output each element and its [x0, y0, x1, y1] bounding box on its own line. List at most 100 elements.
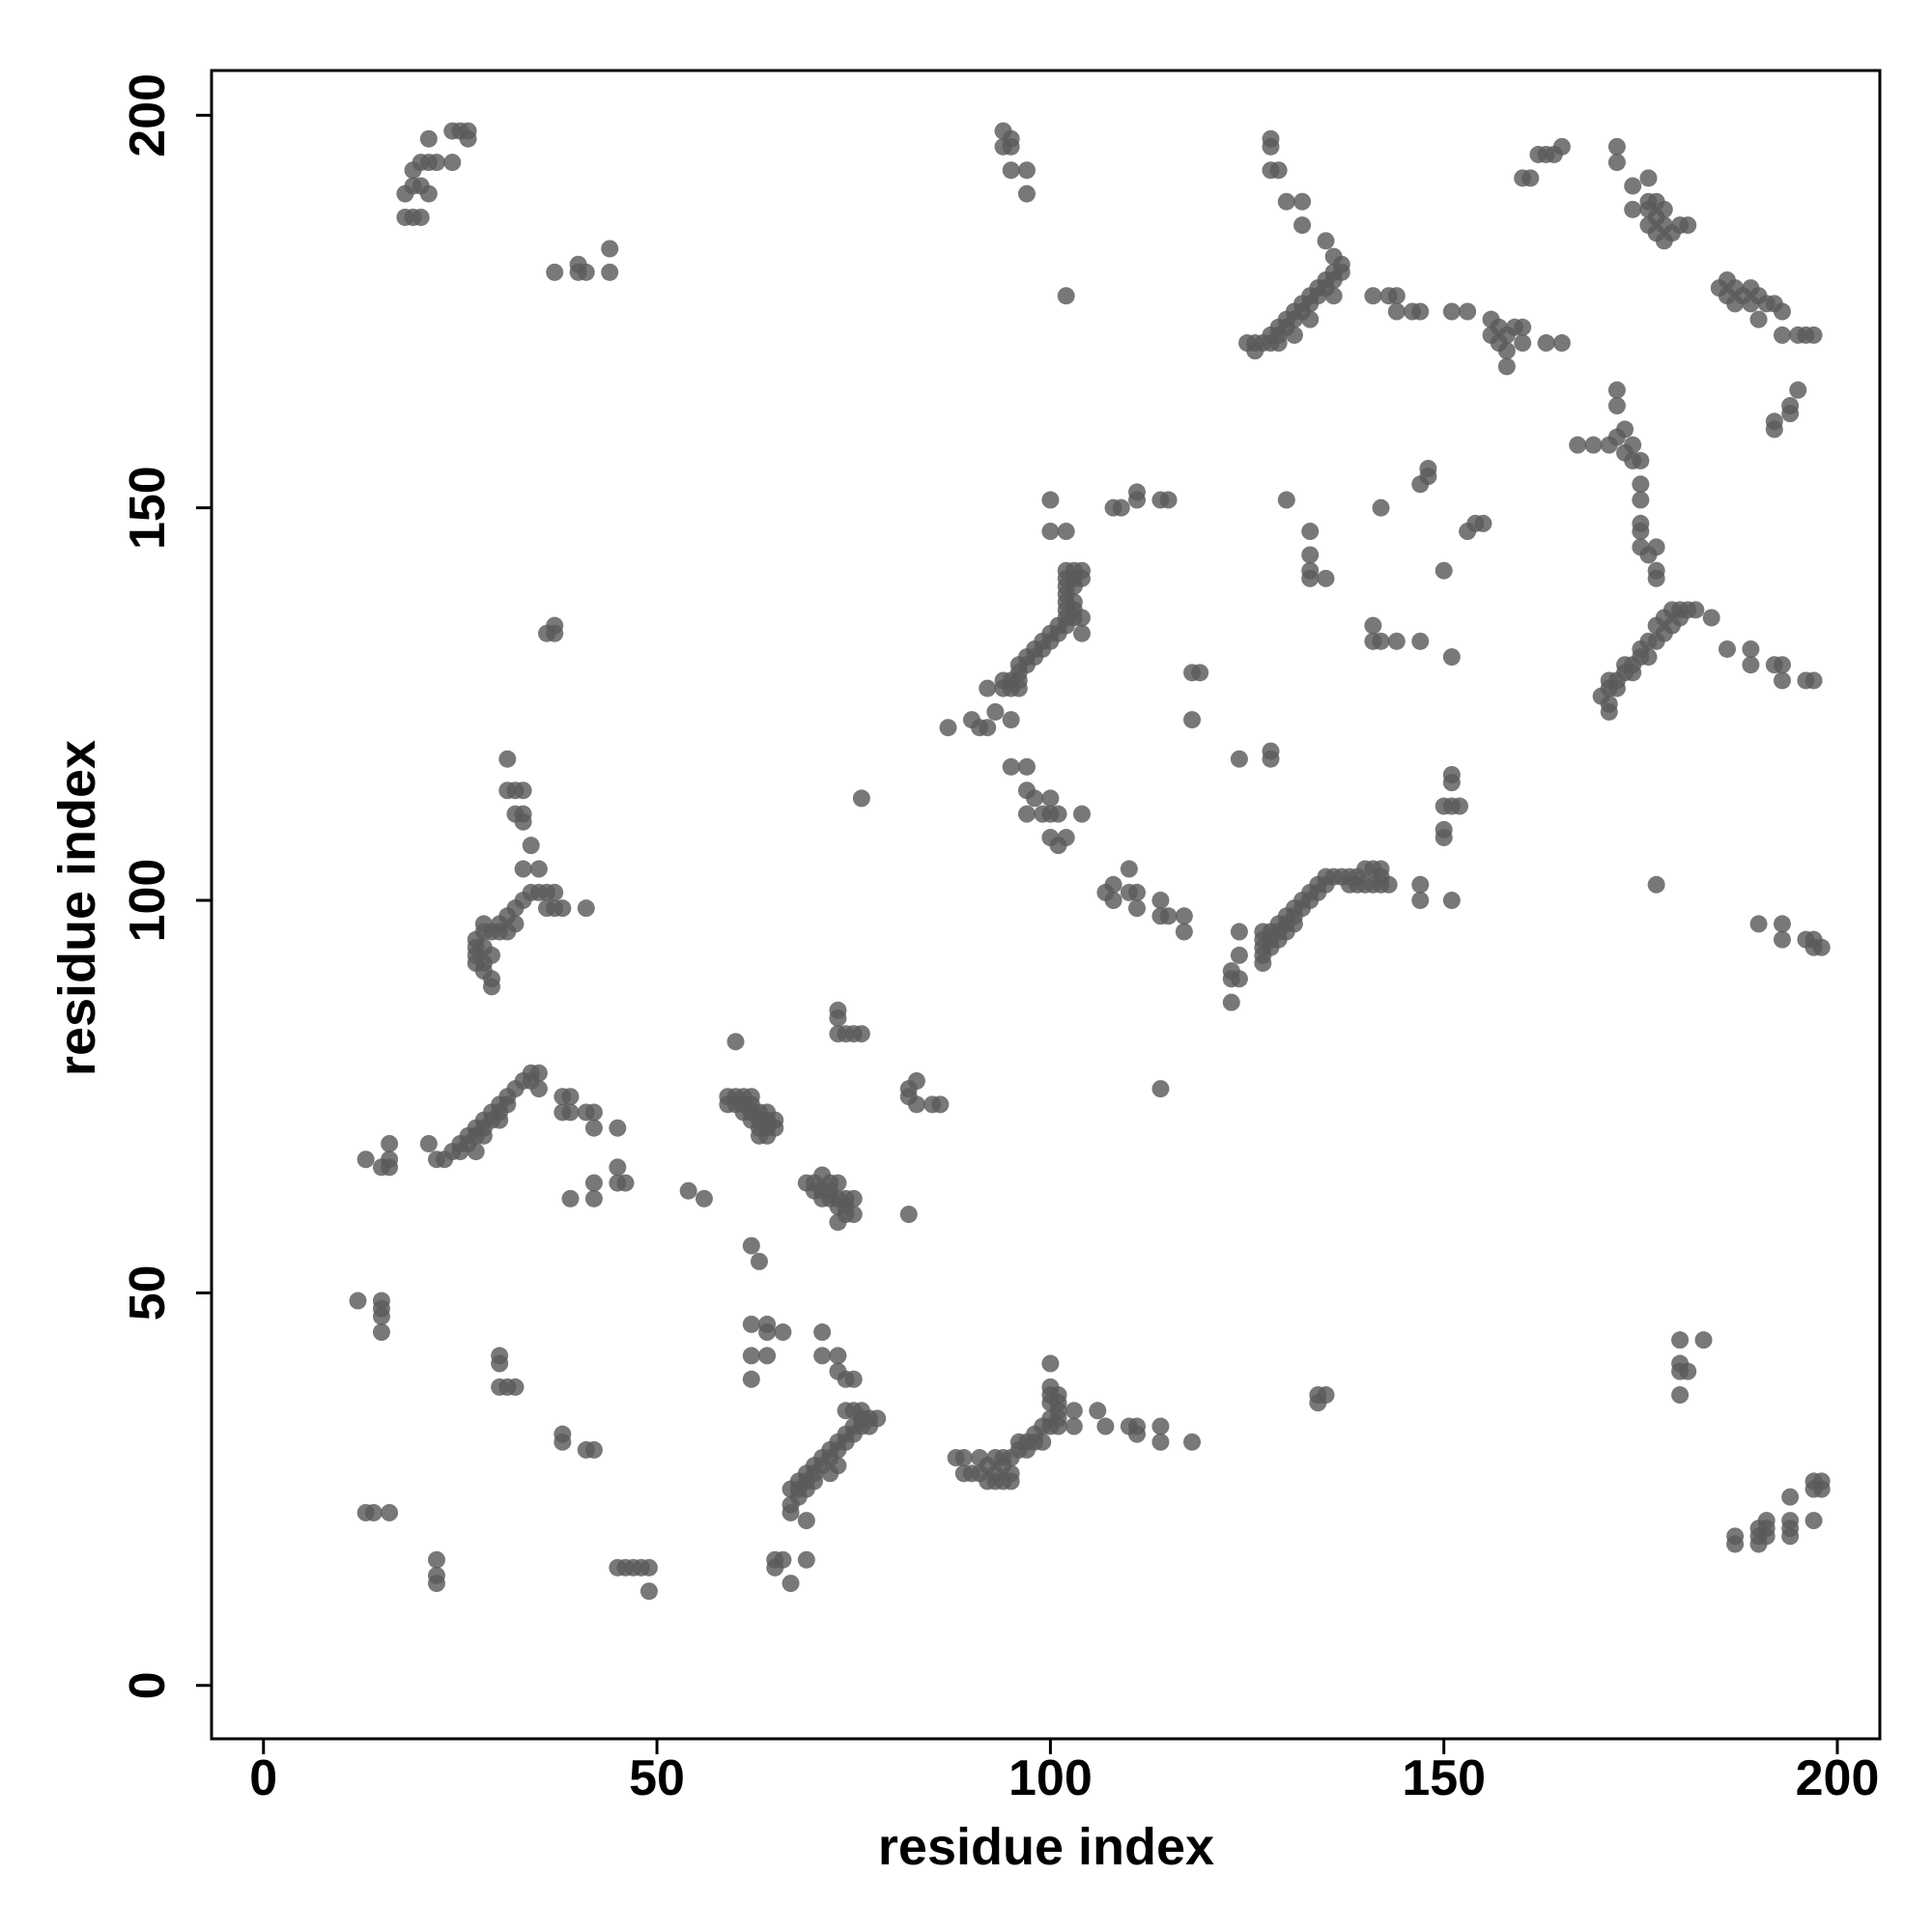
point: [1301, 569, 1320, 587]
point: [1372, 498, 1390, 517]
point: [742, 1315, 760, 1333]
point: [1812, 938, 1831, 956]
point: [1034, 1433, 1052, 1451]
point: [1781, 405, 1800, 423]
x-axis-title: residue index: [878, 1818, 1214, 1876]
point: [1049, 805, 1067, 823]
point: [372, 1323, 390, 1342]
point: [1647, 875, 1665, 894]
point: [1607, 679, 1626, 697]
point: [1726, 1535, 1745, 1553]
point: [1584, 436, 1603, 454]
point: [474, 1126, 493, 1145]
point: [1632, 523, 1650, 541]
point: [1309, 1394, 1327, 1412]
point: [1679, 216, 1697, 235]
point: [1497, 342, 1516, 360]
point: [1002, 711, 1020, 729]
point: [506, 1378, 525, 1396]
point: [726, 1033, 745, 1051]
point: [1120, 860, 1138, 878]
point: [1411, 892, 1430, 910]
point: [1269, 161, 1288, 180]
point: [514, 860, 532, 878]
point: [1301, 310, 1320, 328]
point: [514, 781, 532, 800]
point: [1514, 334, 1532, 353]
point: [1387, 302, 1406, 321]
point: [561, 1189, 580, 1208]
point: [1442, 302, 1461, 321]
point: [1607, 381, 1626, 399]
y-tick-label: 200: [120, 73, 176, 157]
point: [829, 1347, 847, 1365]
point: [1151, 1433, 1170, 1451]
point: [797, 1550, 815, 1569]
point: [491, 1354, 509, 1373]
point: [1065, 1417, 1083, 1435]
point: [1742, 656, 1760, 674]
point: [1372, 860, 1390, 878]
point: [829, 1174, 847, 1192]
point: [1442, 774, 1461, 792]
point: [1159, 491, 1178, 509]
point: [1552, 334, 1571, 353]
point: [1159, 907, 1178, 925]
point: [813, 1323, 832, 1342]
point: [1639, 648, 1658, 667]
point: [1537, 334, 1555, 353]
point: [1127, 483, 1146, 501]
point: [844, 1370, 863, 1388]
point: [1017, 185, 1036, 203]
point: [1411, 632, 1430, 650]
point: [907, 1071, 925, 1090]
point: [1127, 883, 1146, 901]
point: [750, 1252, 768, 1270]
point: [1632, 475, 1650, 494]
point: [1521, 169, 1540, 187]
point: [1749, 915, 1768, 933]
point: [797, 1512, 815, 1530]
point: [1804, 1512, 1823, 1530]
point: [349, 1292, 367, 1310]
point: [742, 1347, 760, 1365]
point: [1552, 137, 1571, 156]
point: [609, 1119, 627, 1137]
point: [1773, 915, 1791, 933]
point: [1057, 287, 1075, 305]
point: [1387, 287, 1406, 305]
point: [1002, 757, 1020, 776]
point: [546, 883, 564, 901]
point: [1435, 561, 1453, 580]
point: [979, 679, 997, 697]
point: [1773, 930, 1791, 949]
point: [1749, 310, 1768, 328]
point: [1419, 460, 1437, 478]
point: [1017, 757, 1036, 776]
point: [1655, 200, 1673, 218]
point: [899, 1206, 918, 1224]
point: [766, 1558, 784, 1577]
point: [829, 1009, 847, 1027]
point: [1773, 671, 1791, 690]
point: [1127, 1425, 1146, 1443]
point: [1269, 334, 1288, 353]
point: [1002, 1472, 1020, 1491]
point: [1041, 789, 1060, 808]
point: [844, 1206, 863, 1224]
point: [1781, 1527, 1800, 1546]
point: [616, 1174, 635, 1192]
point: [1624, 177, 1642, 195]
point: [554, 899, 572, 918]
x-tick-label: 50: [629, 1750, 685, 1806]
point: [813, 1347, 832, 1365]
point: [1262, 137, 1280, 156]
point: [1600, 702, 1618, 721]
point: [1277, 192, 1295, 211]
point: [1804, 671, 1823, 690]
point: [1065, 1402, 1083, 1420]
point: [1812, 1472, 1831, 1491]
point: [1230, 750, 1248, 768]
point: [381, 1151, 399, 1169]
point: [584, 1119, 603, 1137]
